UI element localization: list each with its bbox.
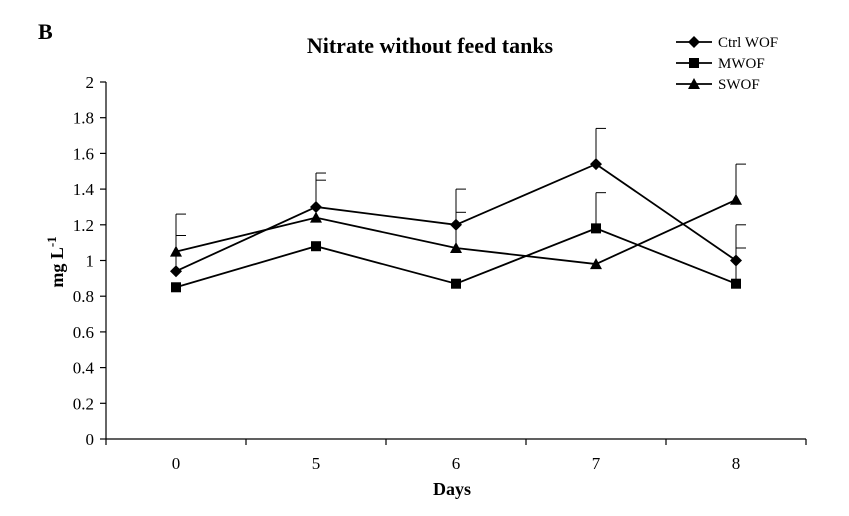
legend-label-mwof: MWOF: [718, 56, 765, 72]
point-swof: [170, 245, 182, 257]
y-tick-label: 1.6: [73, 144, 94, 163]
point-swof: [450, 242, 462, 254]
panel-label: B: [38, 19, 53, 44]
chart-title: Nitrate without feed tanks: [307, 33, 554, 58]
point-mwof: [451, 278, 461, 289]
point-mwof: [591, 223, 601, 234]
x-tick-label: 7: [592, 454, 601, 473]
point-mwof: [311, 241, 321, 252]
point-ctrl-wof: [310, 200, 322, 213]
point-mwof: [731, 278, 741, 289]
point-swof: [590, 258, 602, 270]
legend-label-swof: SWOF: [718, 77, 760, 93]
x-tick-label: 6: [452, 454, 461, 473]
y-ticks: 0 0.2 0.4 0.6 0.8 1 1.2 1.4 1.6 1.8 2: [73, 73, 106, 449]
point-ctrl-wof: [170, 265, 182, 278]
y-axis-title: mg L-1: [44, 236, 67, 287]
x-tick-label: 5: [312, 454, 321, 473]
y-tick-label: 1.4: [73, 180, 95, 199]
legend-marker-swof: [688, 78, 700, 89]
x-tick-label: 0: [172, 454, 181, 473]
point-ctrl-wof: [730, 254, 742, 267]
point-ctrl-wof: [590, 158, 602, 171]
error-bars: [175, 127, 746, 284]
legend-marker-mwof: [689, 58, 699, 68]
point-mwof: [171, 282, 181, 293]
y-tick-label: 0.6: [73, 323, 94, 342]
y-tick-label: 0.4: [73, 359, 95, 378]
markers: [170, 158, 742, 293]
y-axis-title-superscript: -1: [44, 236, 59, 247]
legend-label-ctrl-wof: Ctrl WOF: [718, 35, 778, 51]
legend: Ctrl WOF MWOF SWOF: [676, 35, 778, 93]
point-swof: [730, 193, 742, 205]
y-tick-label: 0.2: [73, 394, 94, 413]
y-tick-label: 0.8: [73, 287, 94, 306]
y-axis-title-text: mg L: [47, 247, 67, 288]
y-tick-label: 2: [86, 73, 95, 92]
x-axis-title: Days: [433, 479, 471, 499]
point-ctrl-wof: [450, 218, 462, 231]
x-ticks: 0 5 6 7 8: [105, 439, 807, 473]
y-tick-label: 1.2: [73, 216, 94, 235]
y-tick-label: 1.8: [73, 109, 94, 128]
point-swof: [310, 211, 322, 223]
x-tick-label: 8: [732, 454, 741, 473]
legend-marker-ctrl-wof: [688, 36, 700, 48]
y-tick-label: 0: [86, 430, 95, 449]
y-tick-label: 1: [86, 252, 95, 271]
plot-area: 0 0.2 0.4 0.6 0.8 1 1.2 1.4 1.6 1.8 2 0 5 6 7 8: [73, 73, 807, 473]
